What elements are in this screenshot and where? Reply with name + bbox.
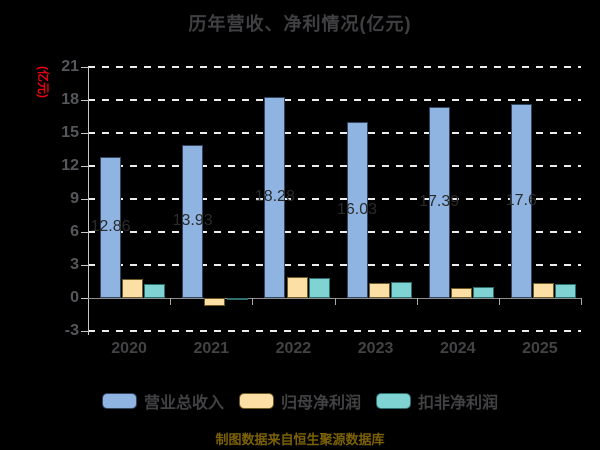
y-axis-line	[88, 67, 89, 335]
y-axis-tick-9	[81, 199, 88, 200]
x-tick-label-2025: 2025	[522, 340, 558, 357]
gridline-y18	[88, 99, 581, 101]
bar-value-label-revenue-2021: 13.93	[172, 212, 213, 230]
bar-non-gaap-profit-2024[interactable]	[473, 287, 495, 298]
gridline-y12	[88, 165, 581, 167]
bar-revenue-2020[interactable]	[100, 156, 121, 298]
y-tick-label-9: 9	[70, 190, 79, 207]
bar-net-profit-2020[interactable]	[122, 278, 144, 298]
bar-value-label-revenue-2025: 17.6	[505, 192, 537, 210]
y-axis-tick-3	[81, 265, 88, 266]
bar-net-profit-2022[interactable]	[286, 276, 308, 298]
y-tick-label-18: 18	[61, 91, 79, 108]
bar-non-gaap-profit-2023[interactable]	[390, 282, 412, 298]
bar-net-profit-2025[interactable]	[533, 283, 555, 298]
y-tick-label-6: 6	[70, 223, 79, 240]
x-tick-label-2022: 2022	[275, 340, 312, 357]
bar-net-profit-2024[interactable]	[450, 287, 472, 298]
bar-net-profit-2021[interactable]	[204, 298, 226, 307]
gridline-y15	[88, 132, 581, 134]
y-tick-label--3: -3	[64, 322, 79, 339]
bar-revenue-2021[interactable]	[182, 144, 204, 298]
x-tick-label-2023: 2023	[357, 340, 394, 357]
x-axis-tick-1	[170, 298, 172, 305]
bar-value-label-revenue-2024: 17.39	[419, 193, 460, 211]
bar-non-gaap-profit-2022[interactable]	[308, 277, 330, 298]
y-axis-tick-12	[81, 166, 88, 167]
y-tick-label-3: 3	[70, 256, 79, 273]
y-axis-tick-15	[81, 133, 88, 134]
legend-swatch-revenue	[101, 393, 137, 409]
legend-item-revenue[interactable]: 营业总收入	[101, 389, 224, 413]
bar-value-label-revenue-2023: 16.03	[336, 200, 378, 218]
x-axis-tick-6	[581, 298, 582, 305]
y-tick-label-21: 21	[61, 58, 79, 75]
y-axis-tick--3	[81, 331, 88, 332]
bar-non-gaap-profit-2020[interactable]	[144, 284, 166, 298]
bar-net-profit-2023[interactable]	[368, 283, 390, 298]
x-axis-tick-2	[252, 298, 254, 305]
gridline-y6	[88, 231, 581, 233]
legend-label-revenue: 营业总收入	[143, 395, 224, 412]
legend-label-non-gaap-profit: 扣非净利润	[418, 395, 499, 412]
legend-swatch-net-profit	[238, 393, 274, 409]
bar-non-gaap-profit-2025[interactable]	[555, 284, 577, 298]
legend-label-net-profit: 归母净利润	[280, 395, 361, 412]
y-axis-tick-21	[81, 67, 88, 68]
y-axis-tick-6	[81, 232, 88, 233]
bar-revenue-2023[interactable]	[346, 121, 368, 298]
data-source-credit: 制图数据来自恒生聚源数据库	[215, 432, 385, 447]
legend-item-net-profit[interactable]: 归母净利润	[238, 389, 361, 413]
bar-revenue-2022[interactable]	[264, 96, 286, 298]
gridline-y-3	[88, 330, 581, 332]
gridline-y21	[88, 66, 581, 68]
chart-title: 历年营收、净利情况(亿元)	[188, 14, 412, 34]
x-tick-label-2021: 2021	[193, 340, 230, 357]
bar-non-gaap-profit-2021[interactable]	[226, 298, 248, 300]
bar-value-label-revenue-2022: 18.28	[254, 188, 295, 206]
y-tick-label-12: 12	[61, 157, 79, 174]
y-tick-label-15: 15	[61, 124, 79, 141]
bar-revenue-2024[interactable]	[428, 106, 450, 298]
bar-value-label-revenue-2020: 12.86	[90, 218, 131, 236]
x-tick-label-2020: 2020	[111, 340, 147, 357]
legend: 营业总收入 归母净利润 扣非净利润	[0, 389, 600, 413]
y-axis-tick-18	[81, 100, 88, 101]
legend-swatch-non-gaap-profit	[376, 393, 411, 409]
bar-revenue-2025[interactable]	[510, 104, 532, 298]
y-tick-label-0: 0	[70, 289, 79, 306]
gridline-y9	[88, 198, 581, 200]
x-tick-label-2024: 2024	[439, 340, 476, 357]
y-axis-tick-0	[81, 298, 88, 299]
x-axis-tick-5	[498, 298, 500, 305]
gridline-y3	[88, 264, 581, 266]
x-axis-tick-3	[334, 298, 336, 305]
legend-item-non-gaap-profit[interactable]: 扣非净利润	[376, 389, 498, 413]
x-axis-tick-4	[416, 298, 418, 305]
